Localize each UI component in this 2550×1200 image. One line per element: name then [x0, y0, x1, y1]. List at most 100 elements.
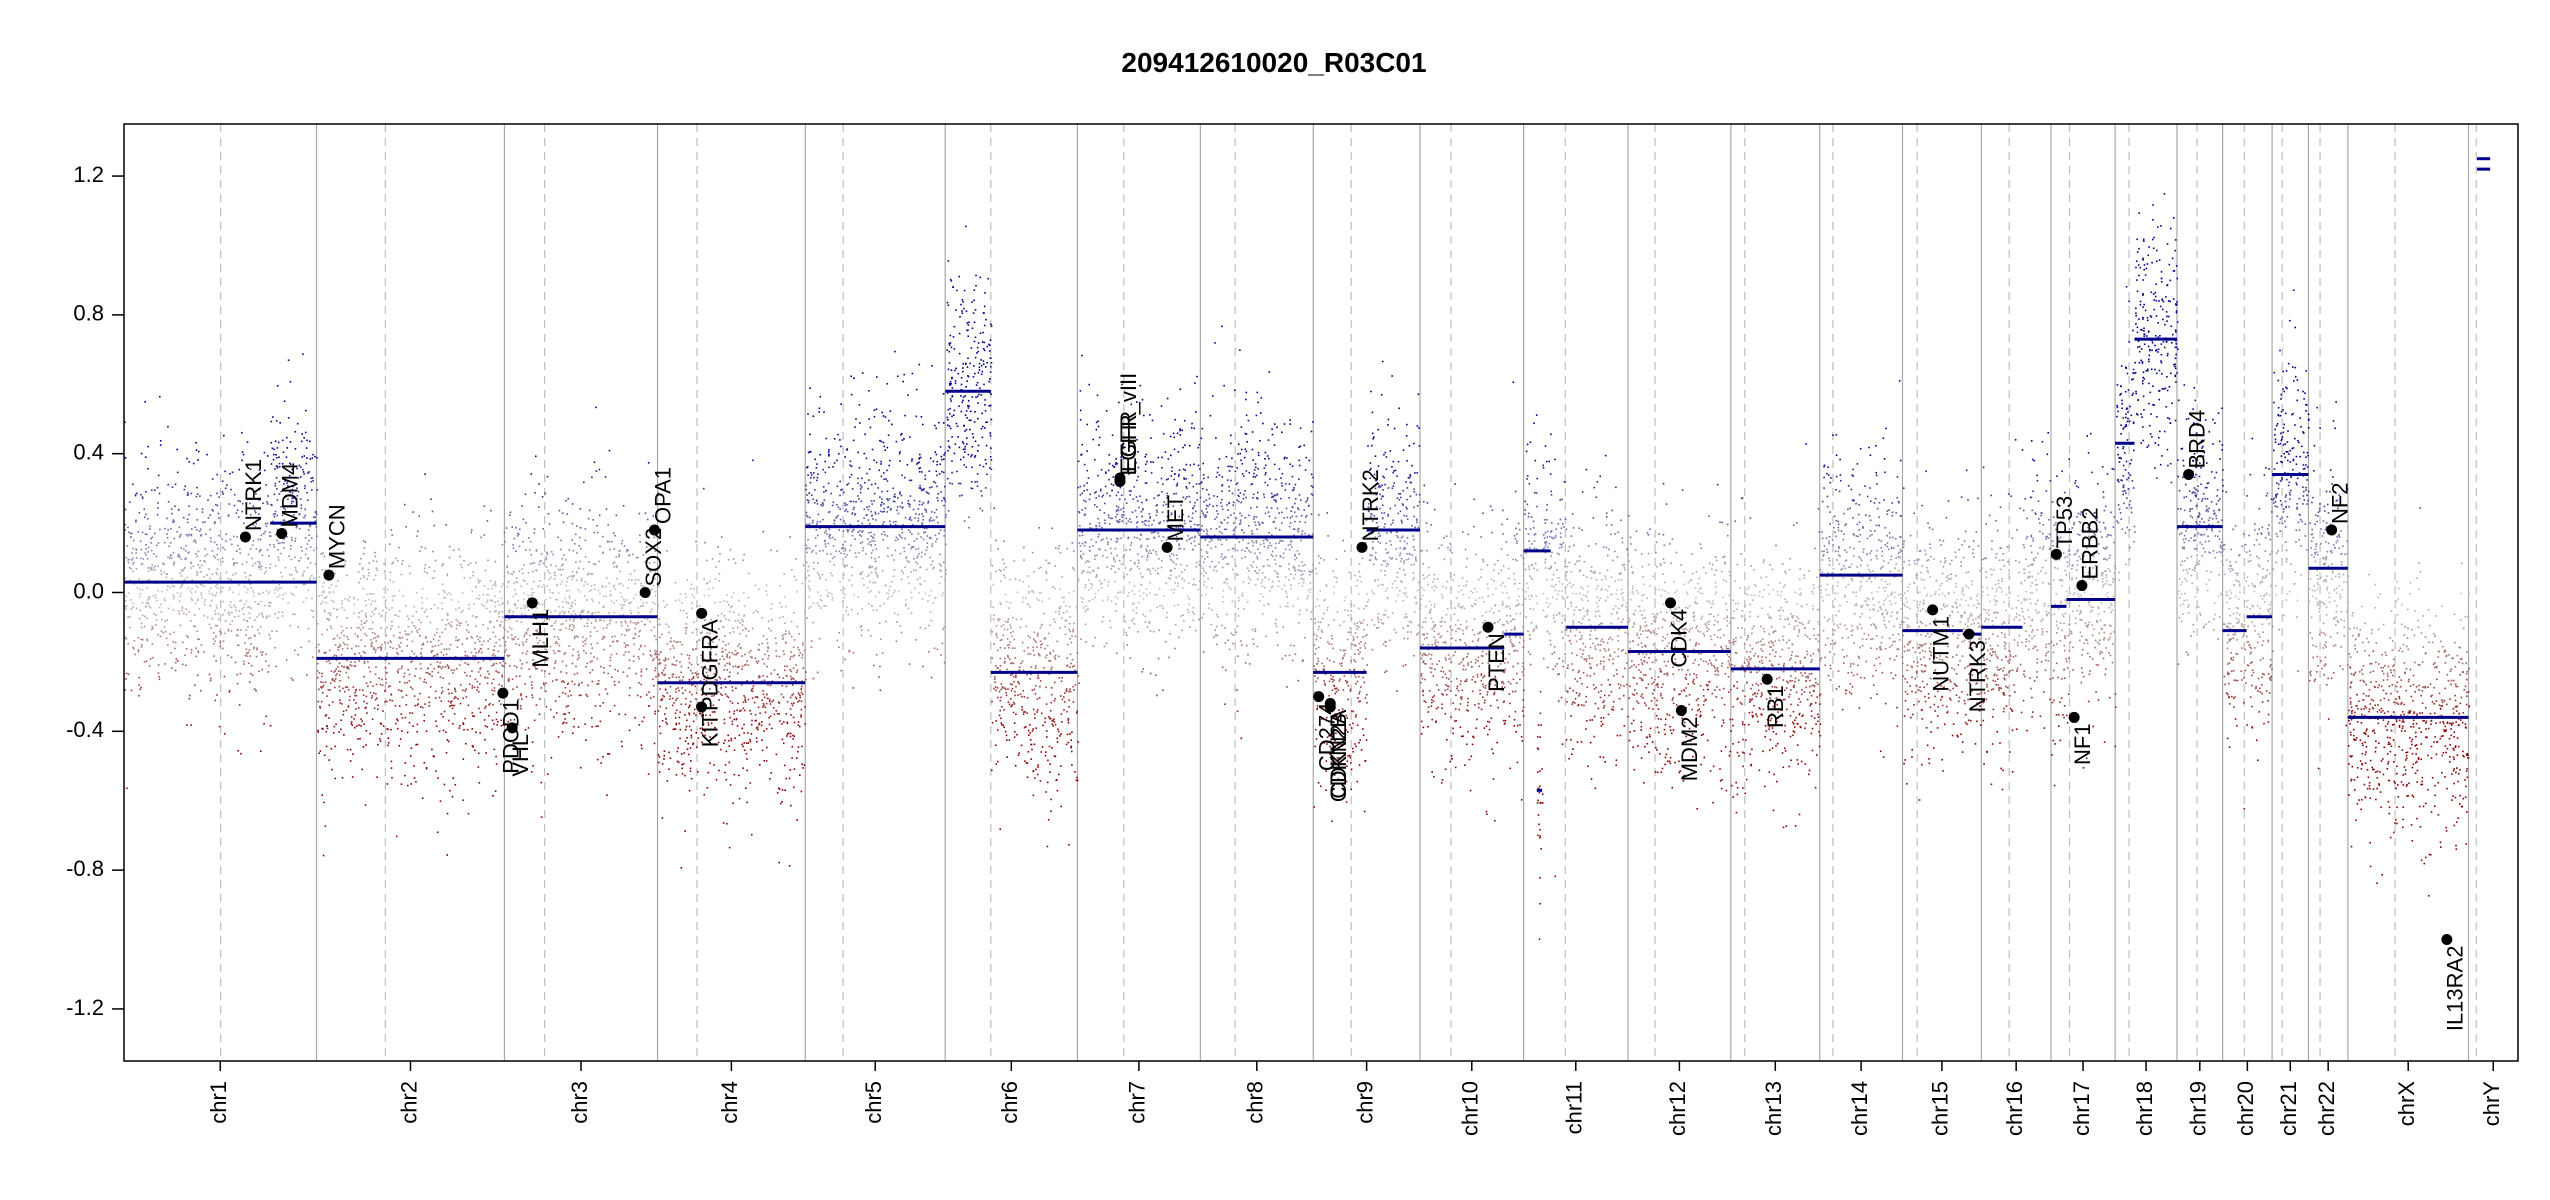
- probe-points: [124, 193, 2471, 940]
- probe-point: [819, 520, 822, 523]
- probe-point: [952, 286, 954, 288]
- probe-point: [132, 570, 134, 573]
- probe-point: [510, 628, 513, 630]
- probe-point: [411, 650, 413, 653]
- probe-point: [249, 548, 252, 550]
- probe-point: [449, 623, 451, 626]
- probe-point: [518, 644, 520, 646]
- probe-point: [831, 557, 834, 560]
- probe-point: [870, 544, 872, 546]
- probe-point: [334, 572, 337, 575]
- probe-point: [545, 566, 548, 568]
- probe-point: [939, 563, 941, 565]
- probe-point: [806, 466, 808, 469]
- probe-point: [669, 648, 672, 650]
- probe-point: [564, 597, 566, 600]
- probe-point: [769, 778, 771, 780]
- probe-point: [812, 602, 815, 605]
- probe-point: [915, 548, 917, 551]
- probe-point: [365, 695, 368, 698]
- probe-point: [913, 540, 916, 542]
- probe-point: [806, 551, 808, 554]
- probe-point: [494, 655, 496, 657]
- probe-point: [816, 503, 819, 505]
- probe-point: [502, 660, 504, 663]
- probe-point: [933, 647, 936, 650]
- probe-point: [742, 701, 745, 703]
- probe-point: [489, 620, 492, 622]
- probe-point: [550, 551, 553, 553]
- probe-point: [755, 737, 758, 739]
- probe-point: [215, 660, 217, 662]
- probe-point: [293, 513, 295, 516]
- probe-point: [309, 440, 311, 443]
- probe-point: [919, 467, 921, 469]
- probe-point: [899, 505, 902, 508]
- probe-point: [143, 660, 146, 663]
- probe-point: [267, 604, 270, 607]
- probe-point: [269, 531, 271, 534]
- probe-point: [949, 427, 952, 430]
- probe-point: [261, 614, 264, 616]
- probe-point: [993, 687, 995, 690]
- probe-point: [515, 593, 517, 595]
- probe-point: [487, 559, 489, 562]
- probe-point: [346, 617, 348, 619]
- probe-point: [831, 596, 834, 599]
- probe-point: [729, 680, 731, 682]
- probe-point: [305, 548, 308, 550]
- probe-point: [782, 616, 784, 618]
- probe-point: [278, 493, 281, 495]
- probe-point: [209, 528, 212, 531]
- probe-point: [423, 567, 426, 570]
- probe-point: [658, 761, 660, 764]
- probe-point: [778, 655, 781, 658]
- probe-point: [487, 640, 489, 642]
- probe-point: [661, 673, 664, 675]
- probe-point: [616, 566, 618, 568]
- probe-point: [179, 595, 181, 598]
- probe-point: [602, 595, 605, 597]
- probe-point: [574, 603, 577, 605]
- probe-point: [308, 529, 310, 531]
- probe-point: [371, 621, 374, 624]
- probe-point: [124, 577, 127, 580]
- probe-point: [144, 456, 147, 458]
- probe-point: [807, 585, 810, 587]
- probe-point: [585, 652, 587, 654]
- probe-point: [613, 680, 616, 683]
- probe-point: [739, 632, 741, 635]
- probe-point: [850, 544, 852, 547]
- probe-point: [638, 648, 640, 651]
- probe-point: [557, 650, 559, 652]
- probe-point: [191, 579, 193, 581]
- probe-point: [544, 492, 547, 495]
- probe-point: [252, 539, 255, 542]
- probe-point: [385, 607, 388, 609]
- probe-point: [401, 636, 404, 639]
- probe-point: [741, 683, 743, 686]
- probe-point: [197, 599, 199, 602]
- probe-point: [609, 656, 612, 659]
- probe-point: [440, 713, 443, 715]
- probe-point: [789, 708, 792, 710]
- probe-point: [640, 605, 643, 608]
- probe-point: [220, 631, 222, 634]
- probe-point: [388, 662, 390, 665]
- probe-point: [515, 620, 518, 622]
- probe-point: [491, 719, 494, 722]
- probe-point: [727, 558, 730, 561]
- probe-point: [353, 665, 356, 667]
- probe-point: [336, 673, 338, 675]
- probe-point: [570, 604, 572, 607]
- probe-point: [584, 640, 586, 642]
- probe-point: [920, 583, 922, 586]
- probe-point: [392, 581, 395, 583]
- probe-point: [346, 635, 348, 638]
- probe-point: [637, 579, 640, 581]
- probe-point: [415, 743, 417, 746]
- probe-point: [638, 630, 641, 633]
- probe-point: [148, 578, 151, 581]
- probe-point: [1043, 667, 1045, 669]
- probe-point: [169, 555, 172, 557]
